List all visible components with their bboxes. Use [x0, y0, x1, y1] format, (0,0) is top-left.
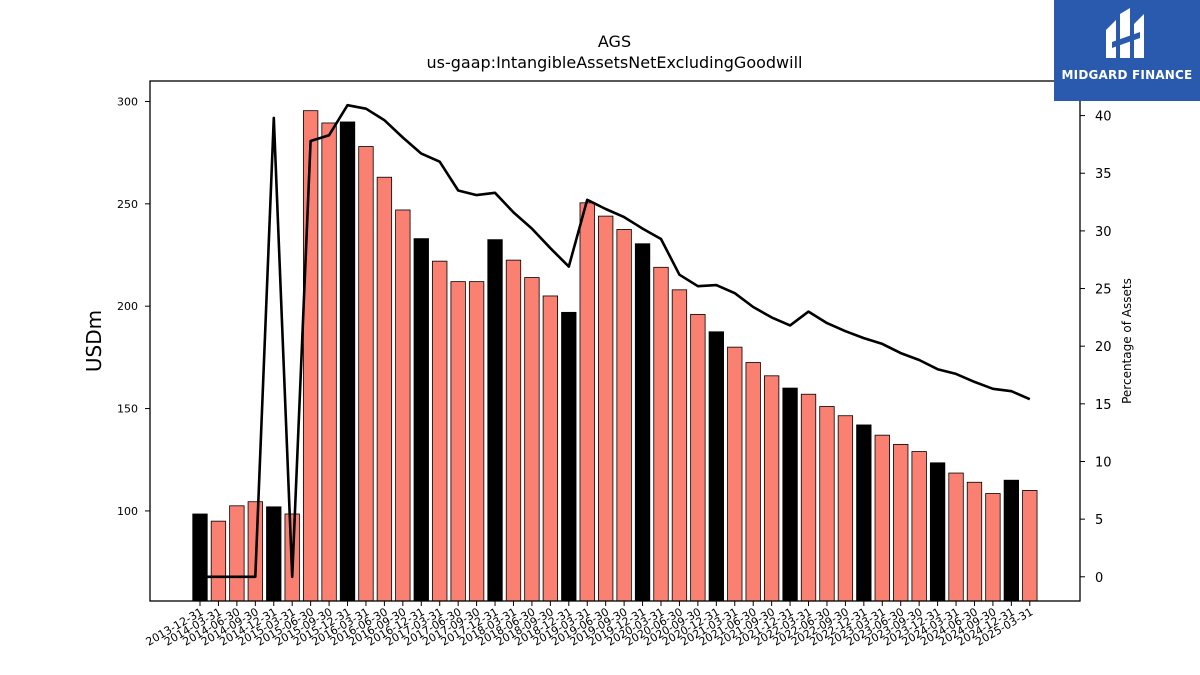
bar-2018-03-31	[505, 259, 522, 602]
bar-2019-06-30	[598, 215, 614, 602]
bar-2024-09-30	[985, 493, 1001, 602]
bar-2013-12-31	[192, 513, 208, 602]
logo-text: MIDGARD FINANCE	[1061, 68, 1193, 82]
y2-tick-label: 10	[1095, 455, 1112, 470]
bar-2021-12-31	[782, 387, 798, 602]
bar-2022-06-30	[819, 406, 835, 602]
bar-2020-03-31	[653, 266, 669, 602]
midgard-finance-logo: MIDGARD FINANCE	[1054, 0, 1200, 101]
bar-2015-12-31	[339, 121, 356, 602]
bar-2019-03-31	[579, 202, 595, 602]
bar-2017-06-30	[450, 281, 466, 602]
bar-2019-12-31	[634, 243, 651, 602]
y-tick-label: 150	[117, 403, 138, 416]
bar-2023-06-30	[893, 443, 909, 602]
bar-2014-03-31	[210, 520, 227, 602]
bar-2017-03-31	[432, 260, 448, 602]
bar-2021-09-30	[763, 375, 780, 602]
chart-subtitle: us-gaap:IntangibleAssetsNetExcludingGood…	[426, 53, 803, 72]
midgard-logo-icon	[1106, 8, 1144, 58]
bar-2016-12-31	[413, 238, 429, 602]
bar-2023-03-31	[874, 434, 890, 602]
bar-2024-03-31	[948, 472, 964, 602]
y2-tick-label: 15	[1095, 398, 1112, 413]
y-tick-label: 300	[117, 95, 138, 108]
bar-2023-09-30	[911, 451, 927, 602]
percentage-line	[200, 103, 1031, 579]
bar-2019-09-30	[616, 229, 632, 602]
bar-2018-12-31	[561, 311, 577, 602]
bar-2022-09-30	[837, 415, 854, 602]
y-tick-label: 250	[117, 198, 138, 211]
y2-tick-label: 30	[1095, 225, 1112, 240]
bar-2021-06-30	[745, 362, 761, 602]
bar-2021-03-31	[727, 346, 743, 602]
bar-2016-03-31	[358, 146, 374, 602]
bar-2017-09-30	[468, 281, 485, 602]
bar-2015-09-30	[321, 122, 337, 602]
bar-2020-06-30	[671, 289, 688, 602]
bar-2024-12-31	[1003, 479, 1020, 602]
y2-tick-label: 5	[1095, 513, 1103, 528]
bar-2014-12-31	[266, 506, 282, 602]
y-axis-label: USDm	[82, 310, 106, 372]
bar-2025-03-31	[1022, 490, 1038, 602]
y2-tick-label: 0	[1095, 571, 1103, 586]
y2-axis-label: Percentage of Assets	[1120, 278, 1134, 404]
y2-tick-label: 25	[1095, 283, 1112, 298]
bar-2017-12-31	[487, 239, 503, 602]
bar-2016-06-30	[376, 176, 393, 602]
y-tick-label: 100	[117, 505, 138, 518]
y-tick-label: 200	[117, 300, 138, 313]
bar-2022-03-31	[800, 393, 817, 602]
bar-2020-09-30	[690, 313, 706, 602]
bar-2020-12-31	[708, 331, 724, 602]
bar-2023-12-31	[929, 462, 946, 602]
bar-2018-06-30	[524, 277, 540, 602]
y2-tick-label: 40	[1095, 110, 1112, 125]
chart-title: AGS	[597, 32, 632, 51]
bar-2018-09-30	[542, 295, 559, 602]
y2-tick-label: 20	[1095, 340, 1112, 355]
bar-2016-09-30	[395, 209, 411, 602]
bar-2015-06-30	[302, 110, 319, 602]
bar-2014-06-30	[229, 505, 245, 602]
y2-tick-label: 35	[1095, 167, 1112, 182]
bar-2022-12-31	[856, 424, 872, 602]
bar-2024-06-30	[966, 481, 983, 602]
plot-frame	[149, 80, 1081, 602]
